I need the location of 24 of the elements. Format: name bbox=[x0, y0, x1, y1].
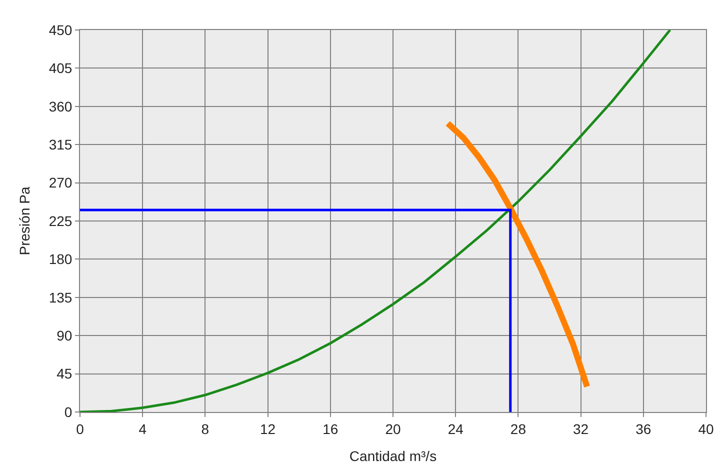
y-tick-label: 0 bbox=[64, 404, 72, 420]
x-tick-label: 40 bbox=[698, 420, 714, 437]
x-tick-label: 32 bbox=[573, 420, 589, 437]
y-tick-label: 315 bbox=[48, 136, 72, 152]
x-tick-label: 16 bbox=[322, 420, 338, 437]
y-tick-label: 360 bbox=[48, 98, 72, 114]
x-tick-label: 8 bbox=[201, 420, 210, 437]
y-tick-label: 45 bbox=[56, 366, 72, 382]
y-tick-label: 180 bbox=[48, 251, 72, 268]
x-tick-label: 28 bbox=[510, 420, 526, 437]
x-axis-title: Cantidad m³/s bbox=[349, 448, 437, 464]
x-tick-label: 4 bbox=[138, 420, 147, 437]
y-tick-label: 450 bbox=[48, 22, 72, 38]
y-tick-label: 90 bbox=[56, 328, 72, 344]
x-tick-label: 36 bbox=[636, 420, 652, 437]
x-tick-label: 12 bbox=[260, 420, 276, 437]
y-tick-label: 225 bbox=[48, 212, 72, 229]
x-tick-label: 20 bbox=[385, 420, 401, 437]
y-tick-label: 270 bbox=[48, 174, 72, 191]
y-tick-label: 135 bbox=[48, 289, 72, 306]
y-axis-title: Presión Pa bbox=[16, 186, 32, 256]
x-tick-label: 0 bbox=[76, 420, 84, 437]
x-tick-label: 24 bbox=[448, 420, 464, 437]
y-tick-label: 405 bbox=[48, 60, 72, 76]
